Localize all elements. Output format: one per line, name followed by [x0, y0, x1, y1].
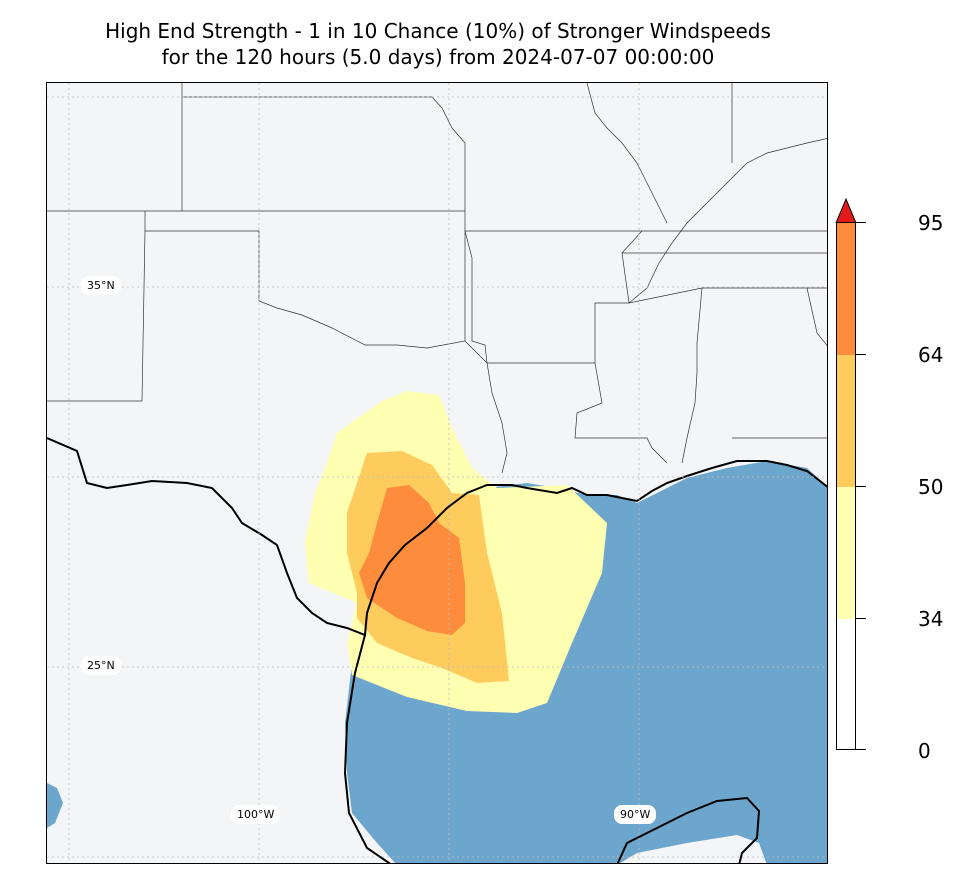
colorbar-label-64: 64 — [918, 343, 944, 367]
colorbar-band-64-95 — [837, 223, 855, 355]
coastline-mexico — [343, 634, 391, 863]
lon-label-90w: 90°W — [614, 805, 657, 824]
title-line-1: High End Strength - 1 in 10 Chance (10%)… — [105, 19, 771, 43]
colorbar-band-0-34 — [837, 619, 855, 749]
coastline — [47, 437, 827, 637]
lat-label-35n: 35°N — [81, 276, 121, 295]
state-boundaries — [47, 83, 827, 474]
title-line-2: for the 120 hours (5.0 days) from 2024-0… — [161, 45, 715, 69]
colorbar-label-50: 50 — [918, 475, 944, 499]
colorbar-label-95: 95 — [918, 211, 944, 235]
colorbar-label-34: 34 — [918, 607, 944, 631]
swath-64-95 — [359, 485, 465, 635]
colorbar-tick-50 — [856, 486, 866, 487]
map-title: High End Strength - 1 in 10 Chance (10%)… — [0, 18, 876, 70]
colorbar-tick-34 — [856, 618, 866, 619]
gridlines — [47, 83, 827, 863]
colorbar-band-50-64 — [837, 355, 855, 487]
map-svg — [47, 83, 827, 863]
pacific-corner — [47, 783, 63, 828]
colorbar-label-0: 0 — [918, 739, 931, 763]
lon-label-100w: 100°W — [231, 805, 281, 824]
lat-label-25n: 25°N — [81, 656, 121, 675]
colorbar-extend-arrow — [835, 197, 857, 223]
map-panel: 35°N 25°N 100°W 90°W — [46, 82, 828, 864]
colorbar-tick-95 — [856, 222, 866, 223]
colorbar — [836, 222, 856, 750]
colorbar-tick-0 — [856, 749, 866, 750]
coastline-yucatan — [616, 796, 761, 863]
colorbar-band-34-50 — [837, 487, 855, 619]
colorbar-tick-64 — [856, 354, 866, 355]
